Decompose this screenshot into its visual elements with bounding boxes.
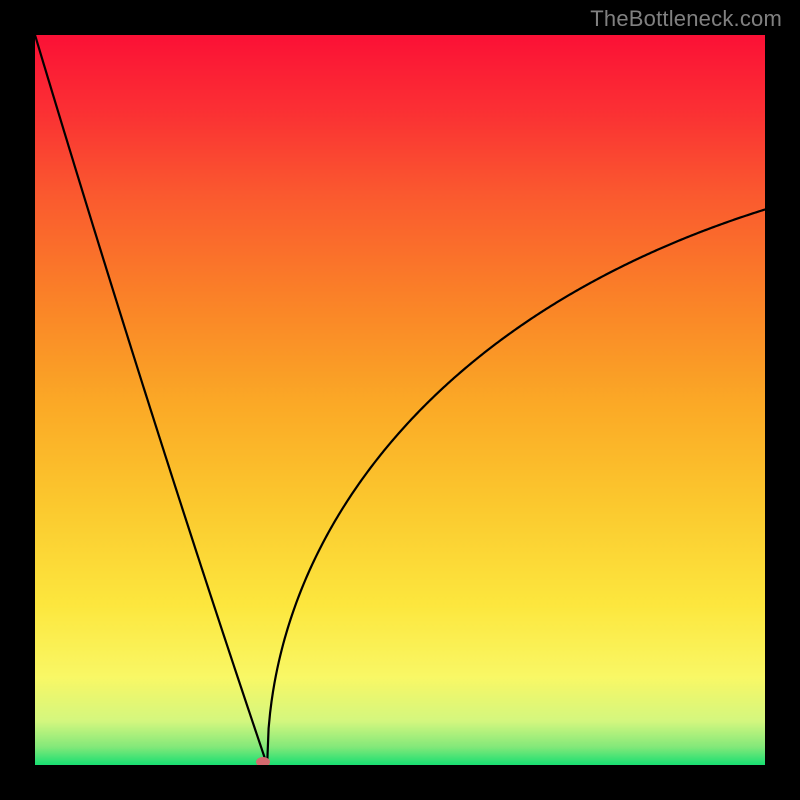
- bottleneck-curve: [35, 35, 765, 765]
- watermark-text: TheBottleneck.com: [590, 6, 782, 32]
- plot-area: [35, 35, 765, 765]
- curve-overlay: [35, 35, 765, 765]
- chart-frame: TheBottleneck.com: [0, 0, 800, 800]
- minimum-marker: [256, 757, 270, 765]
